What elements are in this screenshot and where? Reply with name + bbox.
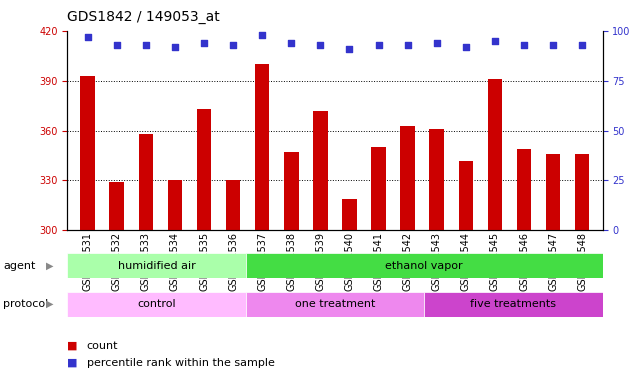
Text: humidified air: humidified air — [118, 261, 196, 271]
Text: ■: ■ — [67, 358, 78, 368]
Bar — [488, 79, 502, 230]
Bar — [168, 180, 182, 230]
Text: ▶: ▶ — [46, 261, 54, 271]
Bar — [401, 126, 415, 230]
Bar — [67, 253, 246, 278]
Bar — [313, 111, 328, 230]
Bar — [67, 292, 246, 317]
Bar — [458, 161, 473, 230]
Bar — [80, 76, 95, 230]
Text: one treatment: one treatment — [295, 299, 375, 310]
Text: five treatments: five treatments — [470, 299, 556, 310]
Bar — [138, 134, 153, 230]
Text: protocol: protocol — [3, 299, 49, 309]
Point — [228, 41, 238, 48]
Point — [83, 34, 93, 40]
Bar — [255, 64, 269, 230]
Point — [431, 40, 442, 46]
Point — [490, 38, 500, 44]
Text: control: control — [137, 299, 176, 310]
Bar — [517, 149, 531, 230]
Bar — [284, 152, 299, 230]
Text: percentile rank within the sample: percentile rank within the sample — [87, 358, 274, 368]
Text: count: count — [87, 341, 118, 351]
Bar — [575, 154, 590, 230]
Point — [519, 41, 529, 48]
Text: ▶: ▶ — [46, 299, 54, 309]
Point — [112, 41, 122, 48]
Bar — [197, 109, 212, 230]
Point — [344, 46, 354, 52]
Bar — [429, 129, 444, 230]
Bar — [342, 199, 357, 230]
Bar — [246, 292, 424, 317]
Point — [286, 40, 296, 46]
Bar — [371, 147, 386, 230]
Bar — [110, 182, 124, 230]
Point — [315, 41, 326, 48]
Point — [257, 31, 267, 38]
Bar — [246, 253, 603, 278]
Bar — [546, 154, 560, 230]
Point — [170, 44, 180, 50]
Bar — [424, 292, 603, 317]
Point — [141, 41, 151, 48]
Point — [199, 40, 209, 46]
Text: agent: agent — [3, 261, 36, 271]
Point — [577, 41, 587, 48]
Text: ethanol vapor: ethanol vapor — [385, 261, 463, 271]
Point — [548, 41, 558, 48]
Text: GDS1842 / 149053_at: GDS1842 / 149053_at — [67, 10, 220, 23]
Bar — [226, 180, 240, 230]
Point — [461, 44, 471, 50]
Point — [374, 41, 384, 48]
Point — [403, 41, 413, 48]
Text: ■: ■ — [67, 341, 78, 351]
